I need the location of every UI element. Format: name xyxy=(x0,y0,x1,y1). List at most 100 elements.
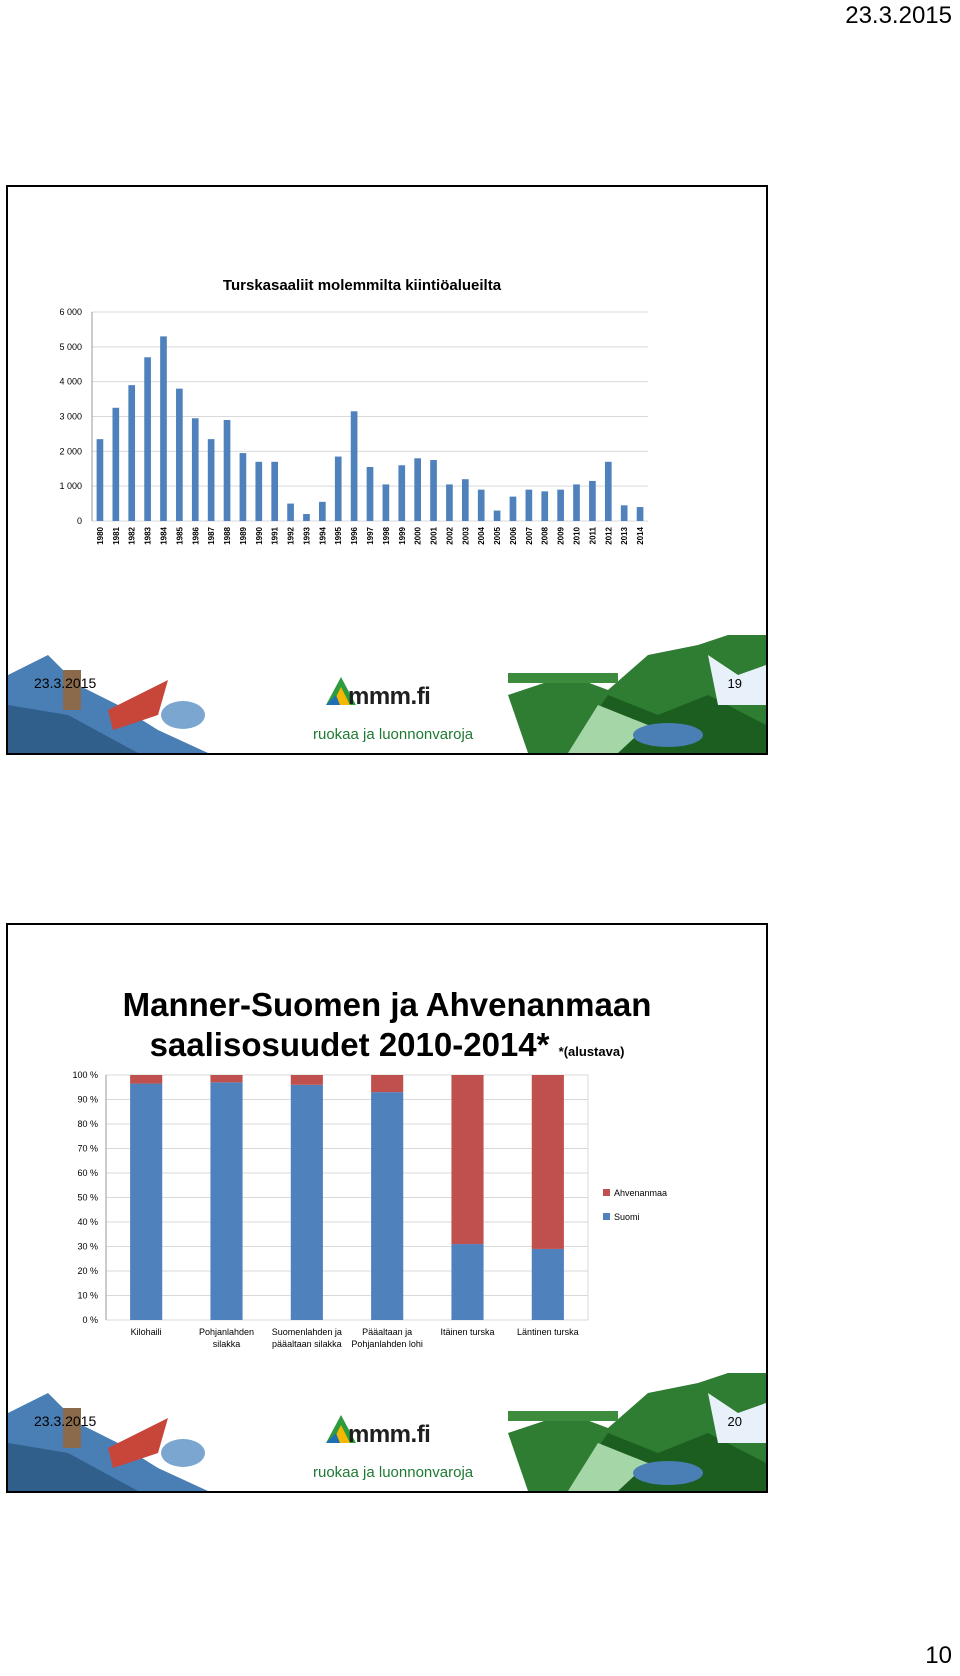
x-tick-label: Pääaltaan ja xyxy=(362,1327,412,1337)
x-tick-label: Pohjanlahden xyxy=(199,1327,254,1337)
nature-illustration xyxy=(8,1373,766,1491)
bar-segment xyxy=(371,1075,404,1093)
y-tick-label: 20 % xyxy=(77,1266,98,1276)
title-line-1: Manner-Suomen ja Ahvenanmaan xyxy=(122,986,652,1023)
x-tick-label: 2010 xyxy=(573,526,582,544)
slide-number: 19 xyxy=(727,676,742,691)
x-tick-label: 1992 xyxy=(287,526,296,544)
bar xyxy=(191,418,199,521)
bar-segment xyxy=(130,1075,163,1084)
x-tick-label: 1983 xyxy=(144,526,153,544)
logo-text: mmm.fi xyxy=(348,1421,431,1448)
y-tick-label: 50 % xyxy=(77,1193,98,1203)
bar-segment xyxy=(210,1082,243,1320)
bar-segment xyxy=(290,1075,323,1085)
chart-title: Turskasaaliit molemmilta kiintiöalueilta xyxy=(223,277,502,294)
y-tick-label: 70 % xyxy=(77,1144,98,1154)
bar xyxy=(636,507,644,521)
bar-segment xyxy=(451,1075,484,1245)
bar xyxy=(509,496,517,521)
y-tick-label: 60 % xyxy=(77,1168,98,1178)
x-tick-label: 2008 xyxy=(541,526,550,544)
x-tick-label: Kilohaili xyxy=(131,1327,162,1337)
slide-number: 20 xyxy=(727,1414,742,1429)
bar xyxy=(541,491,549,521)
x-tick-label: 1994 xyxy=(318,526,327,544)
bar xyxy=(589,480,596,521)
bar xyxy=(144,357,151,521)
mmm-logo-icon xyxy=(326,1415,356,1443)
y-tick-label: 0 xyxy=(77,516,82,526)
y-tick-label: 100 % xyxy=(72,1070,98,1080)
bar-segment xyxy=(531,1248,564,1320)
slide-footer: 23.3.2015 20 mmm.fi ruokaa ja luonnonvar… xyxy=(8,1373,766,1491)
x-tick-label: 1993 xyxy=(302,526,311,544)
y-tick-label: 3 000 xyxy=(59,412,82,422)
bar xyxy=(112,407,120,521)
x-tick-label: 1982 xyxy=(128,526,137,544)
bar xyxy=(350,411,358,521)
x-tick-label: 2000 xyxy=(414,526,423,544)
logo-text: mmm.fi xyxy=(348,683,431,710)
x-tick-label: 2007 xyxy=(525,526,534,544)
bar xyxy=(128,385,136,521)
y-tick-label: 4 000 xyxy=(59,377,82,387)
bar xyxy=(398,465,406,521)
footer-date: 23.3.2015 xyxy=(34,1413,97,1429)
x-tick-label: 2003 xyxy=(461,526,470,544)
x-tick-label: 2001 xyxy=(430,526,439,544)
bar xyxy=(477,489,485,521)
bar xyxy=(319,501,326,521)
y-tick-label: 40 % xyxy=(77,1217,98,1227)
bar xyxy=(620,505,628,521)
bar xyxy=(430,460,437,521)
bar xyxy=(557,489,564,521)
y-tick-label: 0 % xyxy=(82,1315,98,1325)
bar xyxy=(461,479,469,521)
bar-segment xyxy=(451,1244,484,1320)
bar-segment xyxy=(290,1084,323,1320)
x-tick-label: 1987 xyxy=(207,526,216,544)
bar xyxy=(525,489,533,521)
footer-date: 23.3.2015 xyxy=(34,675,97,691)
bar xyxy=(271,461,279,521)
x-tick-label: 2014 xyxy=(636,526,645,544)
bar xyxy=(414,458,421,521)
x-tick-label: 2004 xyxy=(477,526,486,544)
bar xyxy=(239,453,247,521)
x-tick-label: 1997 xyxy=(366,526,375,544)
x-tick-label: 2009 xyxy=(557,526,566,544)
slide-19: Turskasaaliit molemmilta kiintiöalueilta… xyxy=(6,185,768,755)
x-tick-label: 2012 xyxy=(604,526,613,544)
x-tick-label: 1981 xyxy=(112,526,121,544)
cod-catch-chart: Turskasaaliit molemmilta kiintiöalueilta… xyxy=(59,277,648,545)
y-tick-label: 6 000 xyxy=(59,307,82,317)
bar xyxy=(446,484,453,521)
logo-tagline: ruokaa ja luonnonvaroja xyxy=(313,726,474,743)
x-tick-label: 1985 xyxy=(175,526,184,544)
mmm-logo-icon xyxy=(326,677,356,705)
x-tick-label: 1998 xyxy=(382,526,391,544)
y-tick-label: 5 000 xyxy=(59,342,82,352)
bar-segment xyxy=(531,1075,564,1249)
legend-label: Suomi xyxy=(614,1212,640,1222)
x-tick-label: 1986 xyxy=(191,526,200,544)
x-tick-label: 1988 xyxy=(223,526,232,544)
slide-footer: 23.3.2015 19 mmm.fi ruokaa ja luonnonvar… xyxy=(8,635,766,753)
bar xyxy=(223,419,231,521)
bar xyxy=(96,439,104,521)
y-tick-label: 10 % xyxy=(77,1291,98,1301)
logo-tagline: ruokaa ja luonnonvaroja xyxy=(313,1464,474,1481)
x-tick-label: Itäinen turska xyxy=(440,1327,494,1337)
bar xyxy=(334,456,342,521)
x-tick-label: 1989 xyxy=(239,526,248,544)
y-tick-label: 2 000 xyxy=(59,446,82,456)
bar-segment xyxy=(371,1092,404,1320)
page-number: 10 xyxy=(925,1642,952,1669)
x-tick-label: 1984 xyxy=(159,526,168,544)
y-tick-label: 30 % xyxy=(77,1242,98,1252)
x-tick-label: 1990 xyxy=(255,526,264,544)
x-tick-label: 2006 xyxy=(509,526,518,544)
bar xyxy=(382,484,390,521)
bar xyxy=(573,484,580,521)
